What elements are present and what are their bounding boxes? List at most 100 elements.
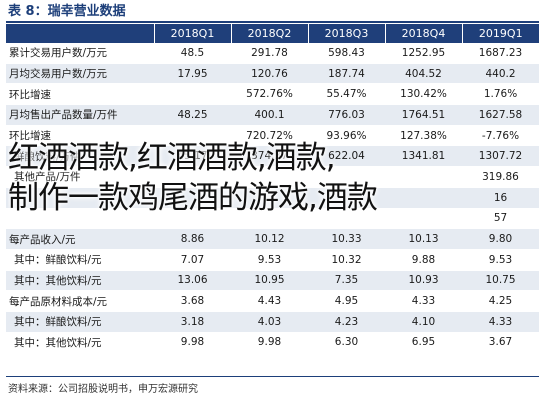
row-label: 月均售出产品数量/万件 [6, 104, 154, 126]
table-row: 其中：鲜酿饮料/元 3.18 4.03 4.23 4.10 4.33 [6, 311, 539, 333]
table-cell: 10.32 [308, 249, 385, 271]
table-cell [385, 187, 462, 209]
table-cell: 3.18 [154, 311, 231, 333]
table-cell: -7.76% [462, 125, 539, 147]
table-cell: 55.47% [308, 83, 385, 106]
table-cell: 187.74 [308, 63, 385, 85]
table-cell: 13.06 [154, 270, 231, 292]
table-body: 累计交易用户数/万元 48.5 291.78 598.43 1252.95 1687.23… [6, 43, 539, 354]
row-label [6, 208, 154, 230]
table-cell: 48.5 [154, 43, 231, 64]
table-cell: 45.17 [154, 145, 231, 168]
table-cell [154, 83, 231, 106]
table-cell: 17.95 [154, 63, 231, 85]
table-cell: 440.2 [462, 63, 539, 85]
table-row: 其中：其他饮料/元 13.06 10.95 7.35 10.93 10.75 [6, 270, 539, 292]
table-cell: 7.07 [154, 249, 231, 271]
row-label: 其中：鲜酿饮料/元 [6, 249, 154, 271]
table-cell [308, 208, 385, 230]
header-cell: 2018Q1 [154, 24, 232, 43]
table-cell: 9.53 [462, 249, 539, 271]
table-cell: 4.33 [385, 290, 462, 312]
table-cell: 1627.58 [462, 104, 539, 126]
table-row: 其中：其他饮料/元 9.98 9.98 6.30 6.95 3.67 [6, 332, 539, 354]
table-cell: 1.76% [462, 83, 539, 106]
table-cell [308, 166, 385, 188]
row-label: 鲜酿饮料/万件 [6, 145, 154, 168]
table-cell [231, 208, 308, 230]
table-row: 月均交易用户数/万元 17.95 120.76 187.74 404.52 440.2 [6, 63, 539, 85]
table-cell: 1307.72 [462, 145, 539, 168]
row-label: 累计交易用户数/万元 [6, 43, 154, 64]
table-cell [385, 208, 462, 230]
table-cell: 1252.95 [385, 43, 462, 64]
row-label: 其中：鲜酿饮料/元 [6, 311, 154, 333]
table-cell: 3.67 [462, 332, 539, 354]
table-row: 16 [6, 187, 539, 209]
table-row: 57 [6, 208, 539, 230]
table-cell: 4.33 [462, 311, 539, 333]
table-cell: 9.88 [385, 249, 462, 271]
row-label [6, 187, 154, 209]
table-cell [154, 208, 231, 230]
row-label: 每产品原材料成本/元 [6, 290, 154, 312]
table-header-row: 2018Q1 2018Q2 2018Q3 2018Q4 2019Q1 [6, 24, 539, 43]
table-cell: 9.98 [231, 332, 308, 354]
table-cell: 4.43 [231, 290, 308, 312]
table-row: 环比增速 572.76% 55.47% 130.42% 1.76% [6, 83, 539, 106]
table-cell: 720.72% [231, 125, 308, 147]
header-cell [6, 24, 155, 43]
table-cell [154, 125, 231, 147]
table-cell: 572.76% [231, 83, 308, 106]
table-cell: 120.76 [231, 63, 308, 85]
table-cell: 622.04 [308, 145, 385, 168]
source-note: 资料来源：公司招股说明书，申万宏源研究 [8, 384, 198, 395]
title-divider [6, 21, 539, 23]
table-row: 其中：鲜酿饮料/元 7.07 9.53 10.32 9.88 9.53 [6, 249, 539, 271]
table-row: 其他产品/万件 319.86 [6, 166, 539, 188]
table-cell: 319.86 [462, 166, 539, 188]
table-row: 每产品收入/元 8.86 10.12 10.33 10.13 9.80 [6, 228, 539, 250]
table-cell [154, 166, 231, 188]
table-cell: 130.42% [385, 83, 462, 106]
table-cell [231, 187, 308, 209]
table-cell: 1341.81 [385, 145, 462, 168]
table-cell: 404.52 [385, 63, 462, 85]
table-cell: 776.03 [308, 104, 385, 126]
row-label: 环比增速 [6, 83, 154, 106]
table-cell: 9.80 [462, 228, 539, 250]
table-cell: 93.96% [308, 125, 385, 147]
source-divider [6, 376, 539, 377]
row-label: 其他产品/万件 [6, 166, 154, 188]
table-cell: 10.13 [385, 228, 462, 250]
row-label: 其中：其他饮料/元 [6, 332, 154, 354]
header-cell: 2018Q4 [385, 24, 463, 43]
table-cell [308, 187, 385, 209]
row-label: 环比增速 [6, 125, 154, 147]
table-cell: 374.37 [231, 145, 308, 168]
table-cell: 127.38% [385, 125, 462, 147]
table-cell: 10.95 [231, 270, 308, 292]
row-label: 其中：其他饮料/元 [6, 270, 154, 292]
table-cell: 400.1 [231, 104, 308, 126]
table-cell: 291.78 [231, 43, 308, 64]
table-cell: 8.86 [154, 228, 231, 250]
table-cell: 4.95 [308, 290, 385, 312]
table-row: 累计交易用户数/万元 48.5 291.78 598.43 1252.95 1687.23 [6, 43, 539, 64]
table-cell: 57 [462, 208, 539, 230]
table-cell: 4.03 [231, 311, 308, 333]
table-cell: 6.95 [385, 332, 462, 354]
table-cell: 598.43 [308, 43, 385, 64]
table-cell: 48.25 [154, 104, 231, 126]
table-cell: 10.75 [462, 270, 539, 292]
table-cell: 10.33 [308, 228, 385, 250]
table-cell: 9.98 [154, 332, 231, 354]
table-cell: 4.25 [462, 290, 539, 312]
table-cell: 10.93 [385, 270, 462, 292]
header-cell: 2018Q3 [308, 24, 386, 43]
table-cell: 6.30 [308, 332, 385, 354]
operating-data-table: 2018Q1 2018Q2 2018Q3 2018Q4 2019Q1 累计交易用… [6, 24, 539, 354]
table-cell [385, 166, 462, 188]
table-cell [231, 166, 308, 188]
table-row: 每产品原材料成本/元 3.68 4.43 4.95 4.33 4.25 [6, 290, 539, 312]
